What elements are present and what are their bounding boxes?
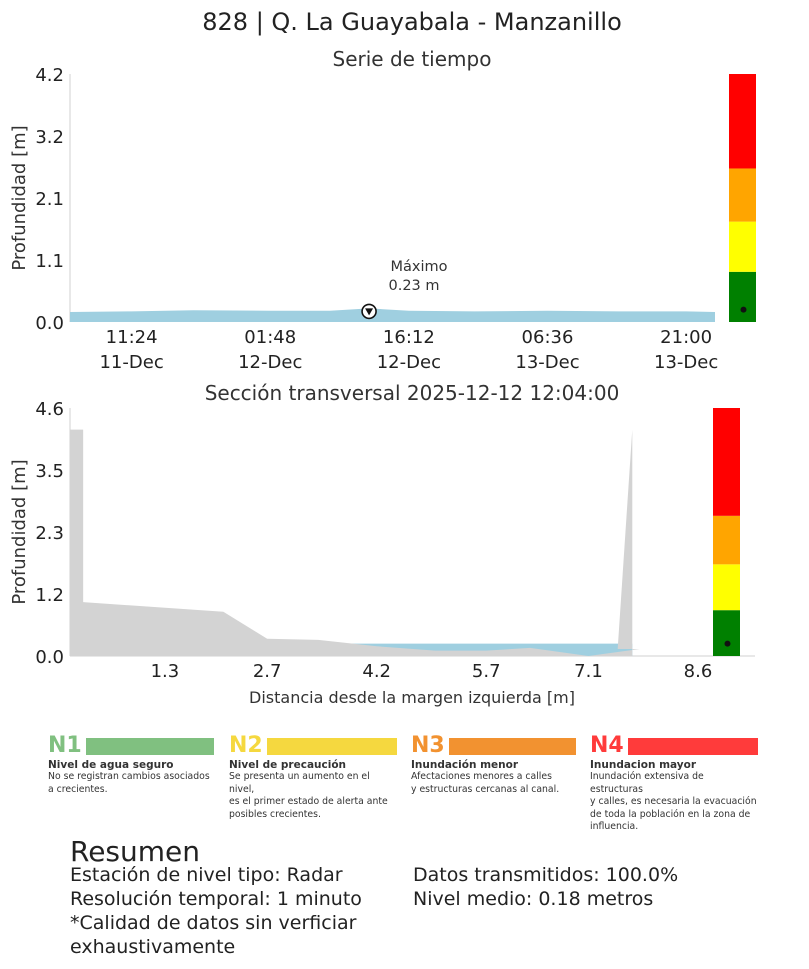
legend-n4-code: N4	[590, 733, 624, 758]
time-series-chart: Serie de tiempo 0.0 1.1 2.1 3.2 4.2 11:24 11-…	[9, 47, 756, 373]
legend-n2-desc-3: posibles crecientes.	[229, 808, 321, 820]
time-series-x-tick-time: 21:00	[660, 327, 712, 348]
legend-n1-bar	[85, 737, 214, 755]
legend-n2-code: N2	[229, 733, 263, 758]
time-series-x-tick-time: 11:24	[106, 327, 158, 348]
cross-section-y-label: Profundidad [m]	[9, 459, 30, 604]
legend-n2-desc-1: Se presenta un aumento en el nivel,	[229, 771, 370, 795]
maximum-marker-icon	[361, 303, 377, 320]
time-series-y-tick-label: 2.1	[35, 189, 64, 210]
legend-n1: N1 Nivel de agua seguro No se registran …	[48, 734, 214, 796]
time-series-alert-level-bar	[729, 74, 756, 322]
cross-section-chart: Sección transversal 2025-12-12 12:04:00 …	[9, 381, 755, 707]
cross-section-y-tick-label: 2.3	[35, 523, 64, 544]
maximum-label: Máximo	[390, 259, 447, 275]
legend-n2-title: Nivel de precaución	[229, 759, 347, 771]
page-title: 828 | Q. La Guayabala - Manzanillo	[202, 8, 622, 36]
cross-section-x-ticks: 1.3 2.7 4.2 5.7 7.1 8.6	[151, 661, 713, 682]
time-series-x-tick-time: 06:36	[522, 327, 574, 348]
legend-n3-desc-1: Afectaciones menores a calles	[411, 771, 552, 782]
cross-section-y-tick-label: 0.0	[35, 647, 64, 668]
legend-n2-bar	[266, 737, 397, 755]
legend-n4-bar	[627, 737, 758, 755]
cross-section-title: Sección transversal 2025-12-12 12:04:00	[205, 381, 620, 405]
time-series-level-n4	[729, 74, 756, 169]
time-series-title: Serie de tiempo	[333, 47, 492, 71]
time-series-y-tick-label: 1.1	[35, 251, 64, 272]
legend-n1-desc-2: a crecientes.	[48, 783, 108, 795]
legend-n3-bar	[448, 737, 576, 755]
time-series-x-ticks: 11:24 11-Dec 01:48 12-Dec 16:12 12-Dec 06:36 13…	[99, 327, 718, 373]
summary-quality-note: *Calidad de datos sin verficiar	[70, 912, 357, 934]
cross-section-level-n2	[713, 564, 740, 611]
cross-section-x-tick-label: 5.7	[472, 661, 501, 682]
cross-section-y-ticks: 0.0 1.2 2.3 3.5 4.6	[35, 399, 64, 668]
cross-section-y-tick-label: 4.6	[35, 399, 64, 420]
legend-n4-desc-3: de toda la población en la zona de	[590, 808, 751, 820]
time-series-y-tick-label: 3.2	[35, 127, 64, 148]
time-series-x-tick-time: 01:48	[244, 327, 296, 348]
legend-n2: N2 Nivel de precaución Se presenta un au…	[229, 734, 397, 821]
legend-n4: N4 Inundacion mayor Inundación extensiva…	[590, 734, 758, 834]
maximum-value: 0.23 m	[388, 278, 439, 294]
time-series-y-tick-label: 0.0	[35, 313, 64, 334]
legend-n3: N3 Inundación menor Afectaciones menores…	[411, 734, 576, 796]
alert-level-legend: N1 Nivel de agua seguro No se registran …	[48, 734, 760, 834]
legend-n4-desc-4: influencia.	[590, 821, 639, 832]
maximum-annotation: Máximo 0.23 m	[361, 259, 448, 320]
legend-n1-code: N1	[48, 733, 82, 758]
time-series-y-ticks: 0.0 1.1 2.1 3.2 4.2	[35, 65, 64, 334]
charts-canvas: 828 | Q. La Guayabala - Manzanillo Serie…	[9, 8, 756, 707]
summary-data-transmitted: Datos transmitidos: 100.0%	[413, 864, 679, 886]
legend-n2-desc-2: es el primer estado de alerta ante	[229, 796, 388, 807]
summary-resolution: Resolución temporal: 1 minuto	[70, 888, 362, 910]
time-series-y-label: Profundidad [m]	[9, 125, 30, 270]
summary-quality-note-cont: exhaustivamente	[70, 936, 236, 958]
time-series-level-n2	[729, 221, 756, 272]
time-series-x-tick-time: 16:12	[383, 327, 435, 348]
legend-n3-title: Inundación menor	[411, 759, 519, 771]
summary-station-type: Estación de nivel tipo: Radar	[70, 864, 343, 886]
cross-section-current-level-dot	[724, 640, 731, 647]
cross-section-level-n4	[713, 408, 740, 516]
time-series-x-tick-date: 13-Dec	[654, 352, 718, 373]
cross-section-x-tick-label: 8.6	[684, 661, 713, 682]
legend-n4-desc-1: Inundación extensiva de estructuras	[590, 771, 704, 795]
time-series-x-tick-date: 12-Dec	[238, 352, 302, 373]
cross-section-alert-level-bar	[713, 408, 740, 656]
summary-section: Resumen Estación de nivel tipo: Radar Re…	[70, 835, 770, 959]
cross-section-level-n1	[713, 610, 740, 656]
legend-n4-title: Inundacion mayor	[590, 759, 697, 771]
time-series-level-n3	[729, 168, 756, 222]
cross-section-x-tick-label: 2.7	[253, 661, 282, 682]
legend-n1-desc-1: No se registran cambios asociados	[48, 771, 210, 782]
cross-section-x-tick-label: 7.1	[574, 661, 603, 682]
legend-n3-code: N3	[411, 733, 445, 758]
legend-n1-title: Nivel de agua seguro	[48, 759, 174, 771]
summary-right-column: Datos transmitidos: 100.0% Nivel medio: …	[413, 863, 678, 911]
cross-section-y-tick-label: 3.5	[35, 461, 64, 482]
summary-title: Resumen	[70, 835, 201, 868]
time-series-x-tick-date: 13-Dec	[515, 352, 579, 373]
time-series-y-tick-label: 4.2	[35, 65, 64, 86]
cross-section-level-n3	[713, 515, 740, 565]
time-series-x-tick-date: 12-Dec	[377, 352, 441, 373]
time-series-current-level-dot	[740, 306, 747, 313]
time-series-level-n1	[729, 271, 756, 322]
legend-n4-desc-2: y calles, es necesaria la evacuación	[590, 796, 757, 807]
legend-n3-desc-2: y estructuras cercanas al canal.	[411, 783, 560, 795]
summary-left-column: Estación de nivel tipo: Radar Resolución…	[70, 863, 362, 959]
cross-section-ground	[70, 429, 640, 656]
cross-section-x-tick-label: 1.3	[151, 661, 180, 682]
cross-section-x-tick-label: 4.2	[362, 661, 391, 682]
cross-section-y-tick-label: 1.2	[35, 585, 64, 606]
cross-section-x-label: Distancia desde la margen izquierda [m]	[249, 688, 575, 707]
time-series-x-tick-date: 11-Dec	[99, 352, 163, 373]
water-depth-series	[70, 308, 715, 322]
summary-mean-level: Nivel medio: 0.18 metros	[413, 888, 654, 910]
